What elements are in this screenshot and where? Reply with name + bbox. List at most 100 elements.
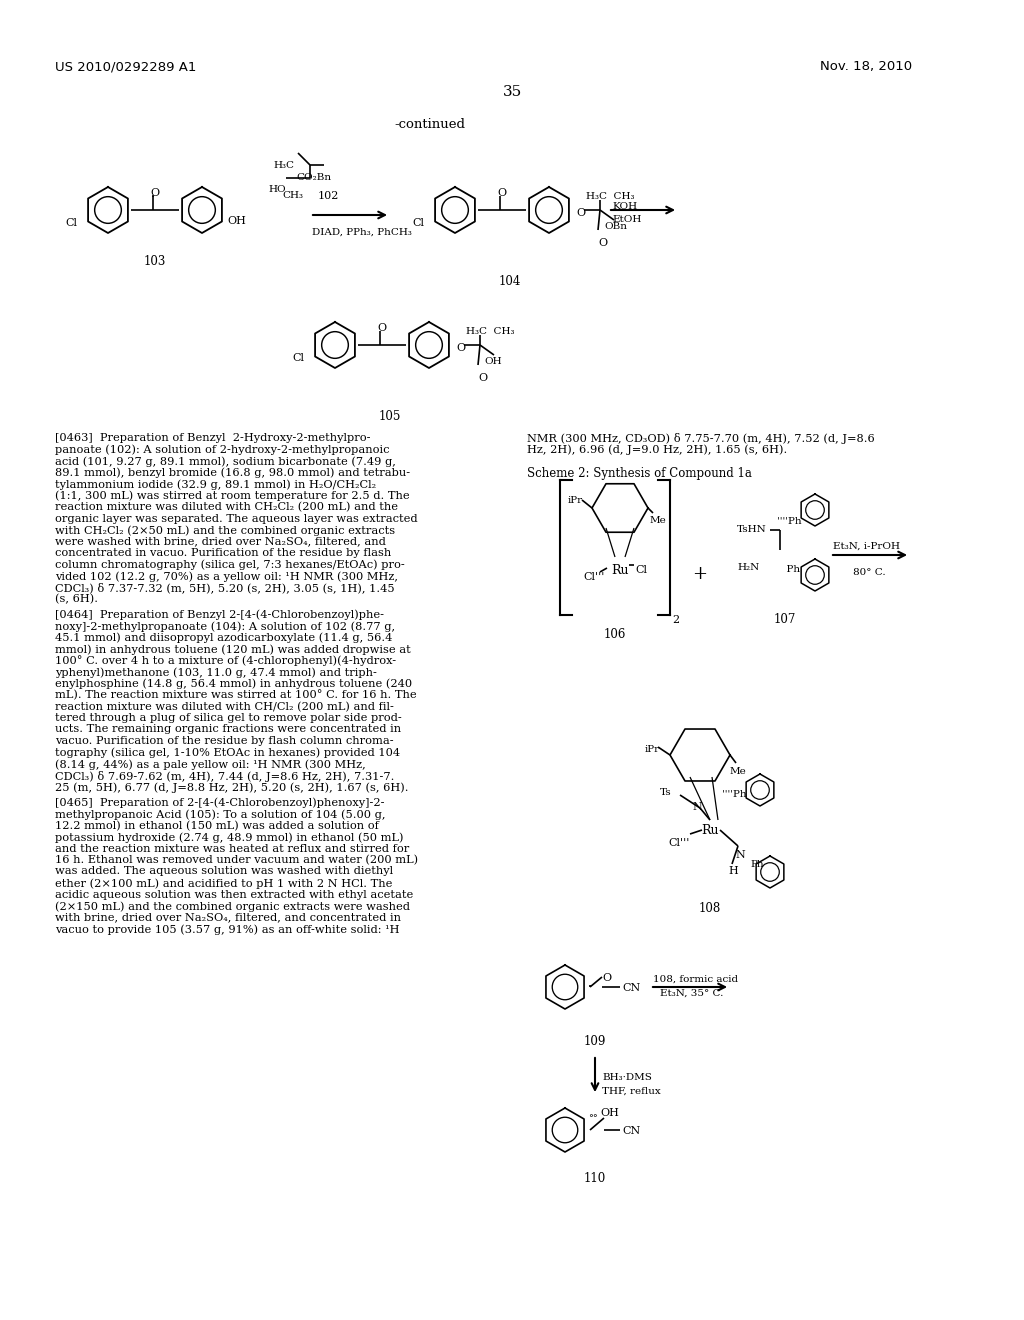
Text: (8.14 g, 44%) as a pale yellow oil: ¹H NMR (300 MHz,: (8.14 g, 44%) as a pale yellow oil: ¹H N… <box>55 759 366 770</box>
Text: OH: OH <box>227 216 246 226</box>
Text: CO₂Bn: CO₂Bn <box>296 173 331 182</box>
Text: 45.1 mmol) and diisopropyl azodicarboxylate (11.4 g, 56.4: 45.1 mmol) and diisopropyl azodicarboxyl… <box>55 632 392 643</box>
Text: 104: 104 <box>499 275 521 288</box>
Text: tography (silica gel, 1-10% EtOAc in hexanes) provided 104: tography (silica gel, 1-10% EtOAc in hex… <box>55 747 400 758</box>
Text: Hz, 2H), 6.96 (d, J=9.0 Hz, 2H), 1.65 (s, 6H).: Hz, 2H), 6.96 (d, J=9.0 Hz, 2H), 1.65 (s… <box>527 445 787 455</box>
Text: Et₃N, i-PrOH: Et₃N, i-PrOH <box>833 543 900 550</box>
Text: CDCl₃) δ 7.69-7.62 (m, 4H), 7.44 (d, J=8.6 Hz, 2H), 7.31-7.: CDCl₃) δ 7.69-7.62 (m, 4H), 7.44 (d, J=8… <box>55 771 394 781</box>
Text: 103: 103 <box>143 255 166 268</box>
Text: with CH₂Cl₂ (2×50 mL) and the combined organic extracts: with CH₂Cl₂ (2×50 mL) and the combined o… <box>55 525 395 536</box>
Text: ether (2×100 mL) and acidified to pH 1 with 2 N HCl. The: ether (2×100 mL) and acidified to pH 1 w… <box>55 878 392 888</box>
Text: iPr: iPr <box>568 496 583 506</box>
Text: O: O <box>602 973 611 983</box>
Text: THF, reflux: THF, reflux <box>602 1086 660 1096</box>
Text: H₃C: H₃C <box>273 161 294 170</box>
Text: acidic aqueous solution was then extracted with ethyl acetate: acidic aqueous solution was then extract… <box>55 890 414 899</box>
Text: 16 h. Ethanol was removed under vacuum and water (200 mL): 16 h. Ethanol was removed under vacuum a… <box>55 855 418 866</box>
Text: 102: 102 <box>318 191 339 201</box>
Text: +: + <box>692 565 708 583</box>
Text: DIAD, PPh₃, PhCH₃: DIAD, PPh₃, PhCH₃ <box>312 228 412 238</box>
Text: enylphosphine (14.8 g, 56.4 mmol) in anhydrous toluene (240: enylphosphine (14.8 g, 56.4 mmol) in anh… <box>55 678 412 689</box>
Text: 100° C. over 4 h to a mixture of (4-chlorophenyl)(4-hydrox-: 100° C. over 4 h to a mixture of (4-chlo… <box>55 656 396 667</box>
Text: Cl: Cl <box>292 352 304 363</box>
Text: H₂N: H₂N <box>737 564 759 572</box>
Text: acid (101, 9.27 g, 89.1 mmol), sodium bicarbonate (7.49 g,: acid (101, 9.27 g, 89.1 mmol), sodium bi… <box>55 455 396 466</box>
Text: methylpropanoic Acid (105): To a solution of 104 (5.00 g,: methylpropanoic Acid (105): To a solutio… <box>55 809 385 820</box>
Text: Cl: Cl <box>635 565 647 576</box>
Text: KOH: KOH <box>612 202 637 211</box>
Text: O: O <box>598 238 607 248</box>
Text: O: O <box>456 343 465 352</box>
Text: Me: Me <box>730 767 746 776</box>
Text: 110: 110 <box>584 1172 606 1185</box>
Text: Scheme 2: Synthesis of Compound 1a: Scheme 2: Synthesis of Compound 1a <box>527 467 752 480</box>
Text: TsHN: TsHN <box>737 525 767 535</box>
Text: column chromatography (silica gel, 7:3 hexanes/EtOAc) pro-: column chromatography (silica gel, 7:3 h… <box>55 560 404 570</box>
Text: 2: 2 <box>672 615 679 624</box>
Text: 106: 106 <box>604 628 627 642</box>
Text: mmol) in anhydrous toluene (120 mL) was added dropwise at: mmol) in anhydrous toluene (120 mL) was … <box>55 644 411 655</box>
Text: and the reaction mixture was heated at reflux and stirred for: and the reaction mixture was heated at r… <box>55 843 410 854</box>
Text: 105: 105 <box>379 411 401 422</box>
Text: vided 102 (12.2 g, 70%) as a yellow oil: ¹H NMR (300 MHz,: vided 102 (12.2 g, 70%) as a yellow oil:… <box>55 572 398 582</box>
Text: [0464]  Preparation of Benzyl 2-[4-(4-Chlorobenzoyl)phe-: [0464] Preparation of Benzyl 2-[4-(4-Chl… <box>55 610 384 620</box>
Text: OH: OH <box>484 356 502 366</box>
Text: vacuo to provide 105 (3.57 g, 91%) as an off-white solid: ¹H: vacuo to provide 105 (3.57 g, 91%) as an… <box>55 924 399 935</box>
Text: yphenyl)methanone (103, 11.0 g, 47.4 mmol) and triph-: yphenyl)methanone (103, 11.0 g, 47.4 mmo… <box>55 667 377 677</box>
Text: 35: 35 <box>503 84 521 99</box>
Text: were washed with brine, dried over Na₂SO₄, filtered, and: were washed with brine, dried over Na₂SO… <box>55 536 386 546</box>
Text: Cl: Cl <box>65 218 77 228</box>
Text: OBn: OBn <box>604 222 627 231</box>
Text: (1:1, 300 mL) was stirred at room temperature for 2.5 d. The: (1:1, 300 mL) was stirred at room temper… <box>55 491 410 502</box>
Text: 89.1 mmol), benzyl bromide (16.8 g, 98.0 mmol) and tetrabu-: 89.1 mmol), benzyl bromide (16.8 g, 98.0… <box>55 467 411 478</box>
Text: ''''Ph: ''''Ph <box>722 789 746 799</box>
Text: Cl: Cl <box>412 218 424 228</box>
Text: Cl''': Cl''' <box>668 838 689 847</box>
Text: vacuo. Purification of the residue by flash column chroma-: vacuo. Purification of the residue by fl… <box>55 737 393 746</box>
Text: Et₃N, 35° C.: Et₃N, 35° C. <box>660 989 723 998</box>
Text: O: O <box>378 323 387 333</box>
Text: US 2010/0292289 A1: US 2010/0292289 A1 <box>55 59 197 73</box>
Text: 108, formic acid: 108, formic acid <box>653 975 738 983</box>
Text: Ru: Ru <box>701 824 719 837</box>
Text: reaction mixture was diluted with CH/Cl₂ (200 mL) and fil-: reaction mixture was diluted with CH/Cl₂… <box>55 701 394 711</box>
Text: Cl''': Cl''' <box>583 572 604 582</box>
Text: Ts: Ts <box>660 788 672 797</box>
Text: 25 (m, 5H), 6.77 (d, J=8.8 Hz, 2H), 5.20 (s, 2H), 1.67 (s, 6H).: 25 (m, 5H), 6.77 (d, J=8.8 Hz, 2H), 5.20… <box>55 781 409 792</box>
Text: BH₃·DMS: BH₃·DMS <box>602 1073 652 1082</box>
Text: N: N <box>735 850 744 861</box>
Text: H: H <box>728 866 737 876</box>
Text: Ph: Ph <box>780 565 800 574</box>
Text: [0465]  Preparation of 2-[4-(4-Chlorobenzoyl)phenoxy]-2-: [0465] Preparation of 2-[4-(4-Chlorobenz… <box>55 797 384 808</box>
Text: CN: CN <box>622 1126 640 1137</box>
Text: was added. The aqueous solution was washed with diethyl: was added. The aqueous solution was wash… <box>55 866 393 876</box>
Text: 109: 109 <box>584 1035 606 1048</box>
Text: tered through a plug of silica gel to remove polar side prod-: tered through a plug of silica gel to re… <box>55 713 401 723</box>
Text: (2×150 mL) and the combined organic extracts were washed: (2×150 mL) and the combined organic extr… <box>55 902 410 912</box>
Text: Me: Me <box>650 516 667 525</box>
Text: H₃C  CH₃: H₃C CH₃ <box>466 327 514 337</box>
Text: with brine, dried over Na₂SO₄, filtered, and concentrated in: with brine, dried over Na₂SO₄, filtered,… <box>55 912 401 923</box>
Text: O: O <box>498 187 507 198</box>
Text: CH₃: CH₃ <box>282 191 303 201</box>
Text: noxy]-2-methylpropanoate (104): A solution of 102 (8.77 g,: noxy]-2-methylpropanoate (104): A soluti… <box>55 620 395 631</box>
Text: tylammonium iodide (32.9 g, 89.1 mmol) in H₂O/CH₂Cl₂: tylammonium iodide (32.9 g, 89.1 mmol) i… <box>55 479 376 490</box>
Text: 108: 108 <box>698 902 721 915</box>
Text: Ru: Ru <box>611 564 629 577</box>
Text: H₃C  CH₃: H₃C CH₃ <box>586 191 635 201</box>
Text: panoate (102): A solution of 2-hydroxy-2-methylpropanoic: panoate (102): A solution of 2-hydroxy-2… <box>55 445 389 455</box>
Text: potassium hydroxide (2.74 g, 48.9 mmol) in ethanol (50 mL): potassium hydroxide (2.74 g, 48.9 mmol) … <box>55 832 403 842</box>
Text: ucts. The remaining organic fractions were concentrated in: ucts. The remaining organic fractions we… <box>55 725 401 734</box>
Text: [0463]  Preparation of Benzyl  2-Hydroxy-2-methylpro-: [0463] Preparation of Benzyl 2-Hydroxy-2… <box>55 433 371 444</box>
Text: 107: 107 <box>774 612 797 626</box>
Text: (s, 6H).: (s, 6H). <box>55 594 98 605</box>
Text: O: O <box>478 374 487 383</box>
Text: O: O <box>151 187 160 198</box>
Text: N: N <box>692 803 701 812</box>
Text: CDCl₃) δ 7.37-7.32 (m, 5H), 5.20 (s, 2H), 3.05 (s, 1H), 1.45: CDCl₃) δ 7.37-7.32 (m, 5H), 5.20 (s, 2H)… <box>55 582 394 593</box>
Text: HO: HO <box>268 185 286 194</box>
Text: EtOH: EtOH <box>612 215 641 224</box>
Text: reaction mixture was diluted with CH₂Cl₂ (200 mL) and the: reaction mixture was diluted with CH₂Cl₂… <box>55 502 398 512</box>
Text: 12.2 mmol) in ethanol (150 mL) was added a solution of: 12.2 mmol) in ethanol (150 mL) was added… <box>55 821 379 830</box>
Text: concentrated in vacuo. Purification of the residue by flash: concentrated in vacuo. Purification of t… <box>55 548 391 558</box>
